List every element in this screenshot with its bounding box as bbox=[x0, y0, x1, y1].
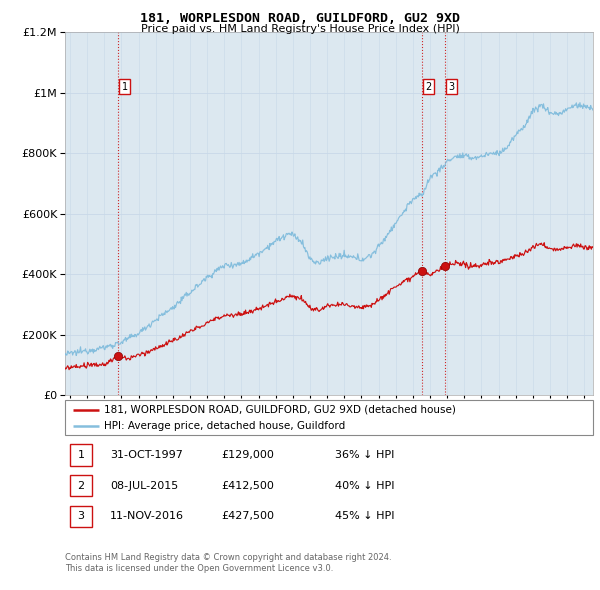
Text: 2: 2 bbox=[425, 82, 431, 92]
Text: 31-OCT-1997: 31-OCT-1997 bbox=[110, 450, 182, 460]
Text: £427,500: £427,500 bbox=[221, 512, 274, 521]
Text: Price paid vs. HM Land Registry's House Price Index (HPI): Price paid vs. HM Land Registry's House … bbox=[140, 24, 460, 34]
Text: 181, WORPLESDON ROAD, GUILDFORD, GU2 9XD: 181, WORPLESDON ROAD, GUILDFORD, GU2 9XD bbox=[140, 12, 460, 25]
Text: 40% ↓ HPI: 40% ↓ HPI bbox=[335, 481, 394, 490]
Text: 1: 1 bbox=[77, 450, 85, 460]
Text: £129,000: £129,000 bbox=[221, 450, 274, 460]
Text: 45% ↓ HPI: 45% ↓ HPI bbox=[335, 512, 394, 521]
Text: 1: 1 bbox=[122, 82, 128, 92]
FancyBboxPatch shape bbox=[65, 400, 593, 435]
Text: 11-NOV-2016: 11-NOV-2016 bbox=[110, 512, 184, 521]
Text: 08-JUL-2015: 08-JUL-2015 bbox=[110, 481, 178, 490]
Text: 36% ↓ HPI: 36% ↓ HPI bbox=[335, 450, 394, 460]
Text: This data is licensed under the Open Government Licence v3.0.: This data is licensed under the Open Gov… bbox=[65, 564, 333, 573]
Text: Contains HM Land Registry data © Crown copyright and database right 2024.: Contains HM Land Registry data © Crown c… bbox=[65, 553, 391, 562]
Text: 3: 3 bbox=[448, 82, 454, 92]
Text: 2: 2 bbox=[77, 481, 85, 490]
Text: 181, WORPLESDON ROAD, GUILDFORD, GU2 9XD (detached house): 181, WORPLESDON ROAD, GUILDFORD, GU2 9XD… bbox=[104, 405, 456, 415]
Text: 3: 3 bbox=[77, 512, 85, 521]
Text: HPI: Average price, detached house, Guildford: HPI: Average price, detached house, Guil… bbox=[104, 421, 346, 431]
Text: £412,500: £412,500 bbox=[221, 481, 274, 490]
